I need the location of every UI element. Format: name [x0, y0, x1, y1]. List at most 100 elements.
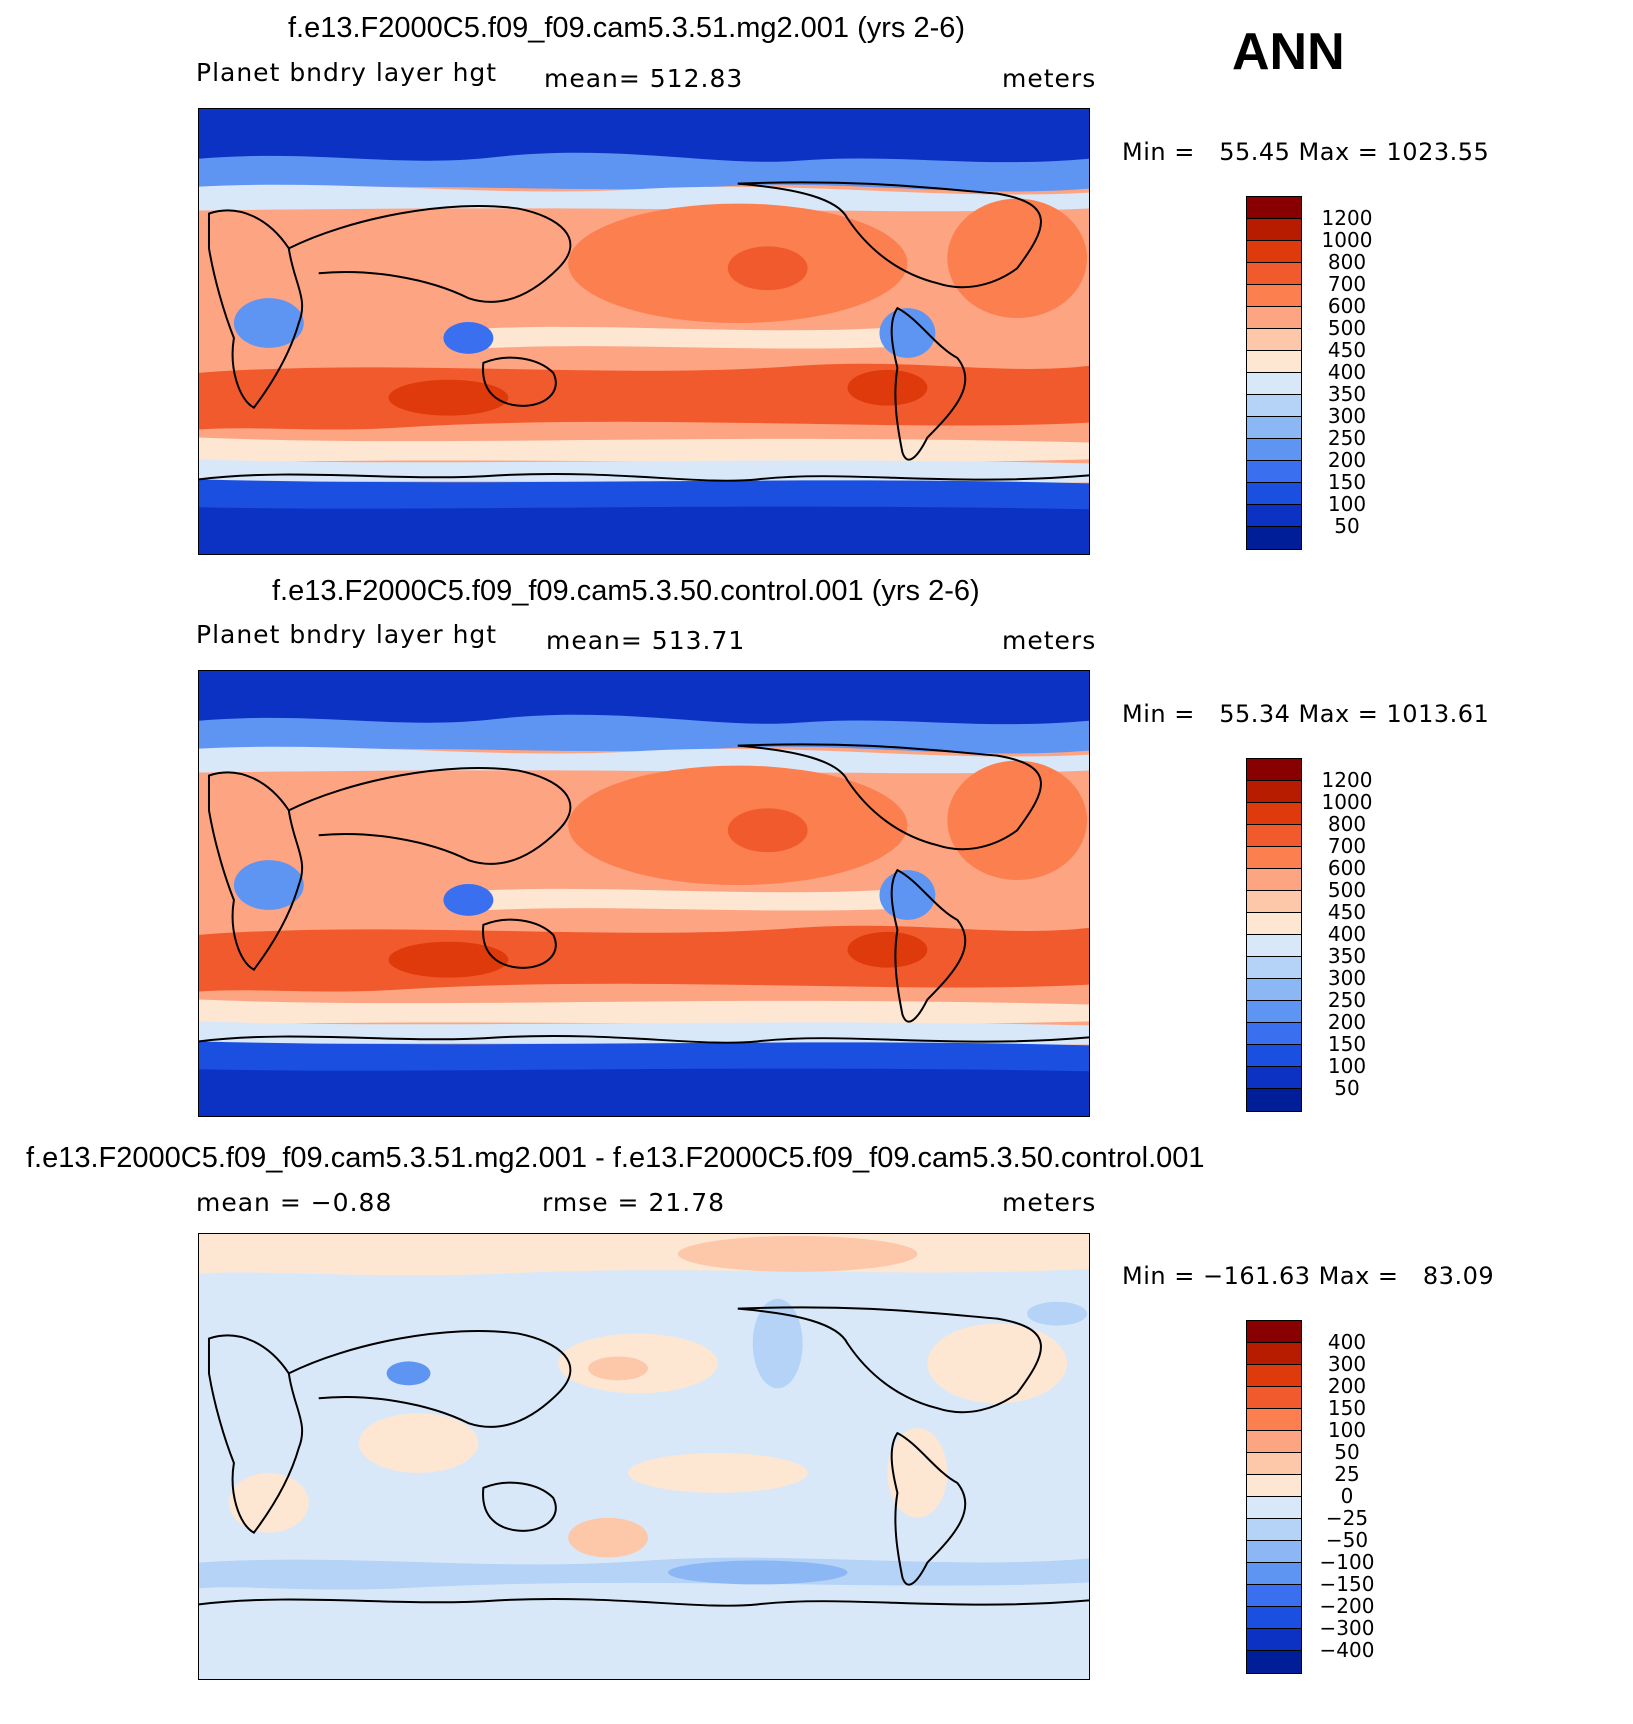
colorbar-swatch — [1247, 263, 1301, 285]
colorbar-tick-label: 400 — [1327, 1330, 1367, 1354]
colorbar-tick-label: 100 — [1327, 1054, 1367, 1078]
colorbar-tick-label: 50 — [1334, 1076, 1360, 1100]
panel-2-map-field — [199, 671, 1089, 1116]
panel-1-map — [198, 108, 1090, 555]
panel-1-min-max: Min = 55.45 Max = 1023.55 — [1122, 138, 1490, 166]
colorbar-swatch — [1247, 307, 1301, 329]
colorbar-tick-label: 200 — [1327, 1374, 1367, 1398]
panel-2-variable-label: Planet bndry layer hgt — [196, 620, 498, 649]
colorbar-tick-label: 800 — [1327, 812, 1367, 836]
colorbar-swatch — [1247, 935, 1301, 957]
panel-1-map-field — [199, 109, 1089, 554]
colorbar-tick-label: 150 — [1327, 1396, 1367, 1420]
colorbar-tick-label: 1000 — [1321, 228, 1373, 252]
panel-1-mean: mean= 512.83 — [544, 64, 744, 93]
colorbar-swatch — [1247, 1067, 1301, 1089]
colorbar-tick-label: 500 — [1327, 878, 1367, 902]
panel-1-colorbar — [1246, 196, 1302, 550]
colorbar-tick-label: 250 — [1327, 426, 1367, 450]
colorbar-tick-label: −25 — [1325, 1506, 1369, 1530]
panel-3-mean: mean = −0.88 — [196, 1188, 393, 1217]
colorbar-tick-label: 450 — [1327, 338, 1367, 362]
colorbar-tick-label: 350 — [1327, 944, 1367, 968]
colorbar-swatch — [1247, 285, 1301, 307]
colorbar-tick-label: 1200 — [1321, 206, 1373, 230]
colorbar-swatch — [1247, 1387, 1301, 1409]
colorbar-tick-label: −50 — [1325, 1528, 1369, 1552]
colorbar-tick-label: 300 — [1327, 1352, 1367, 1376]
colorbar-swatch — [1247, 1343, 1301, 1365]
colorbar-swatch — [1247, 759, 1301, 781]
colorbar-tick-label: 500 — [1327, 316, 1367, 340]
colorbar-tick-label: 400 — [1327, 360, 1367, 384]
colorbar-tick-label: 1200 — [1321, 768, 1373, 792]
panel-1-title: f.e13.F2000C5.f09_f09.cam5.3.51.mg2.001 … — [288, 12, 966, 44]
colorbar-tick-label: 200 — [1327, 448, 1367, 472]
colorbar-tick-label: 300 — [1327, 966, 1367, 990]
colorbar-tick-label: 350 — [1327, 382, 1367, 406]
colorbar-tick-label: 800 — [1327, 250, 1367, 274]
colorbar-swatch — [1247, 1519, 1301, 1541]
colorbar-swatch — [1247, 979, 1301, 1001]
colorbar-tick-label: 50 — [1334, 514, 1360, 538]
colorbar-tick-label: 1000 — [1321, 790, 1373, 814]
panel-3-min-max: Min = −161.63 Max = 83.09 — [1122, 1262, 1495, 1290]
colorbar-swatch — [1247, 1089, 1301, 1111]
colorbar-tick-label: −150 — [1319, 1572, 1375, 1596]
colorbar-swatch — [1247, 1475, 1301, 1497]
colorbar-swatch — [1247, 1001, 1301, 1023]
colorbar-swatch — [1247, 803, 1301, 825]
panel-3-map-field — [199, 1234, 1089, 1679]
colorbar-swatch — [1247, 351, 1301, 373]
colorbar-swatch — [1247, 1365, 1301, 1387]
colorbar-swatch — [1247, 219, 1301, 241]
colorbar-swatch — [1247, 781, 1301, 803]
panel-3-map — [198, 1233, 1090, 1680]
panel-2-colorbar — [1246, 758, 1302, 1112]
colorbar-swatch — [1247, 439, 1301, 461]
colorbar-swatch — [1247, 1629, 1301, 1651]
colorbar-swatch — [1247, 1651, 1301, 1673]
colorbar-tick-label: −300 — [1319, 1616, 1375, 1640]
colorbar-swatch — [1247, 1607, 1301, 1629]
colorbar-swatch — [1247, 417, 1301, 439]
colorbar-swatch — [1247, 913, 1301, 935]
colorbar-tick-label: 100 — [1327, 492, 1367, 516]
colorbar-swatch — [1247, 197, 1301, 219]
colorbar-tick-label: 150 — [1327, 470, 1367, 494]
colorbar-swatch — [1247, 891, 1301, 913]
colorbar-tick-label: 600 — [1327, 294, 1367, 318]
colorbar-tick-label: 150 — [1327, 1032, 1367, 1056]
colorbar-swatch — [1247, 869, 1301, 891]
colorbar-swatch — [1247, 1563, 1301, 1585]
colorbar-tick-label: 0 — [1340, 1484, 1354, 1508]
colorbar-tick-label: −100 — [1319, 1550, 1375, 1574]
colorbar-swatch — [1247, 241, 1301, 263]
colorbar-swatch — [1247, 373, 1301, 395]
colorbar-swatch — [1247, 527, 1301, 549]
panel-2-mean: mean= 513.71 — [546, 626, 746, 655]
colorbar-swatch — [1247, 825, 1301, 847]
colorbar-tick-label: 450 — [1327, 900, 1367, 924]
colorbar-swatch — [1247, 1023, 1301, 1045]
colorbar-swatch — [1247, 1045, 1301, 1067]
colorbar-swatch — [1247, 1409, 1301, 1431]
colorbar-tick-label: 50 — [1334, 1440, 1360, 1464]
colorbar-tick-label: 700 — [1327, 834, 1367, 858]
colorbar-tick-label: 300 — [1327, 404, 1367, 428]
colorbar-tick-label: 700 — [1327, 272, 1367, 296]
colorbar-swatch — [1247, 461, 1301, 483]
colorbar-swatch — [1247, 505, 1301, 527]
colorbar-swatch — [1247, 1431, 1301, 1453]
colorbar-tick-label: 250 — [1327, 988, 1367, 1012]
colorbar-swatch — [1247, 329, 1301, 351]
colorbar-tick-label: 25 — [1334, 1462, 1360, 1486]
colorbar-swatch — [1247, 483, 1301, 505]
panel-2-units: meters — [1002, 626, 1097, 655]
colorbar-swatch — [1247, 847, 1301, 869]
panel-2-title: f.e13.F2000C5.f09_f09.cam5.3.50.control.… — [272, 575, 980, 607]
panel-2-min-max: Min = 55.34 Max = 1013.61 — [1122, 700, 1490, 728]
panel-3-units: meters — [1002, 1188, 1097, 1217]
panel-3-colorbar — [1246, 1320, 1302, 1674]
panel-3-rmse: rmse = 21.78 — [542, 1188, 726, 1217]
